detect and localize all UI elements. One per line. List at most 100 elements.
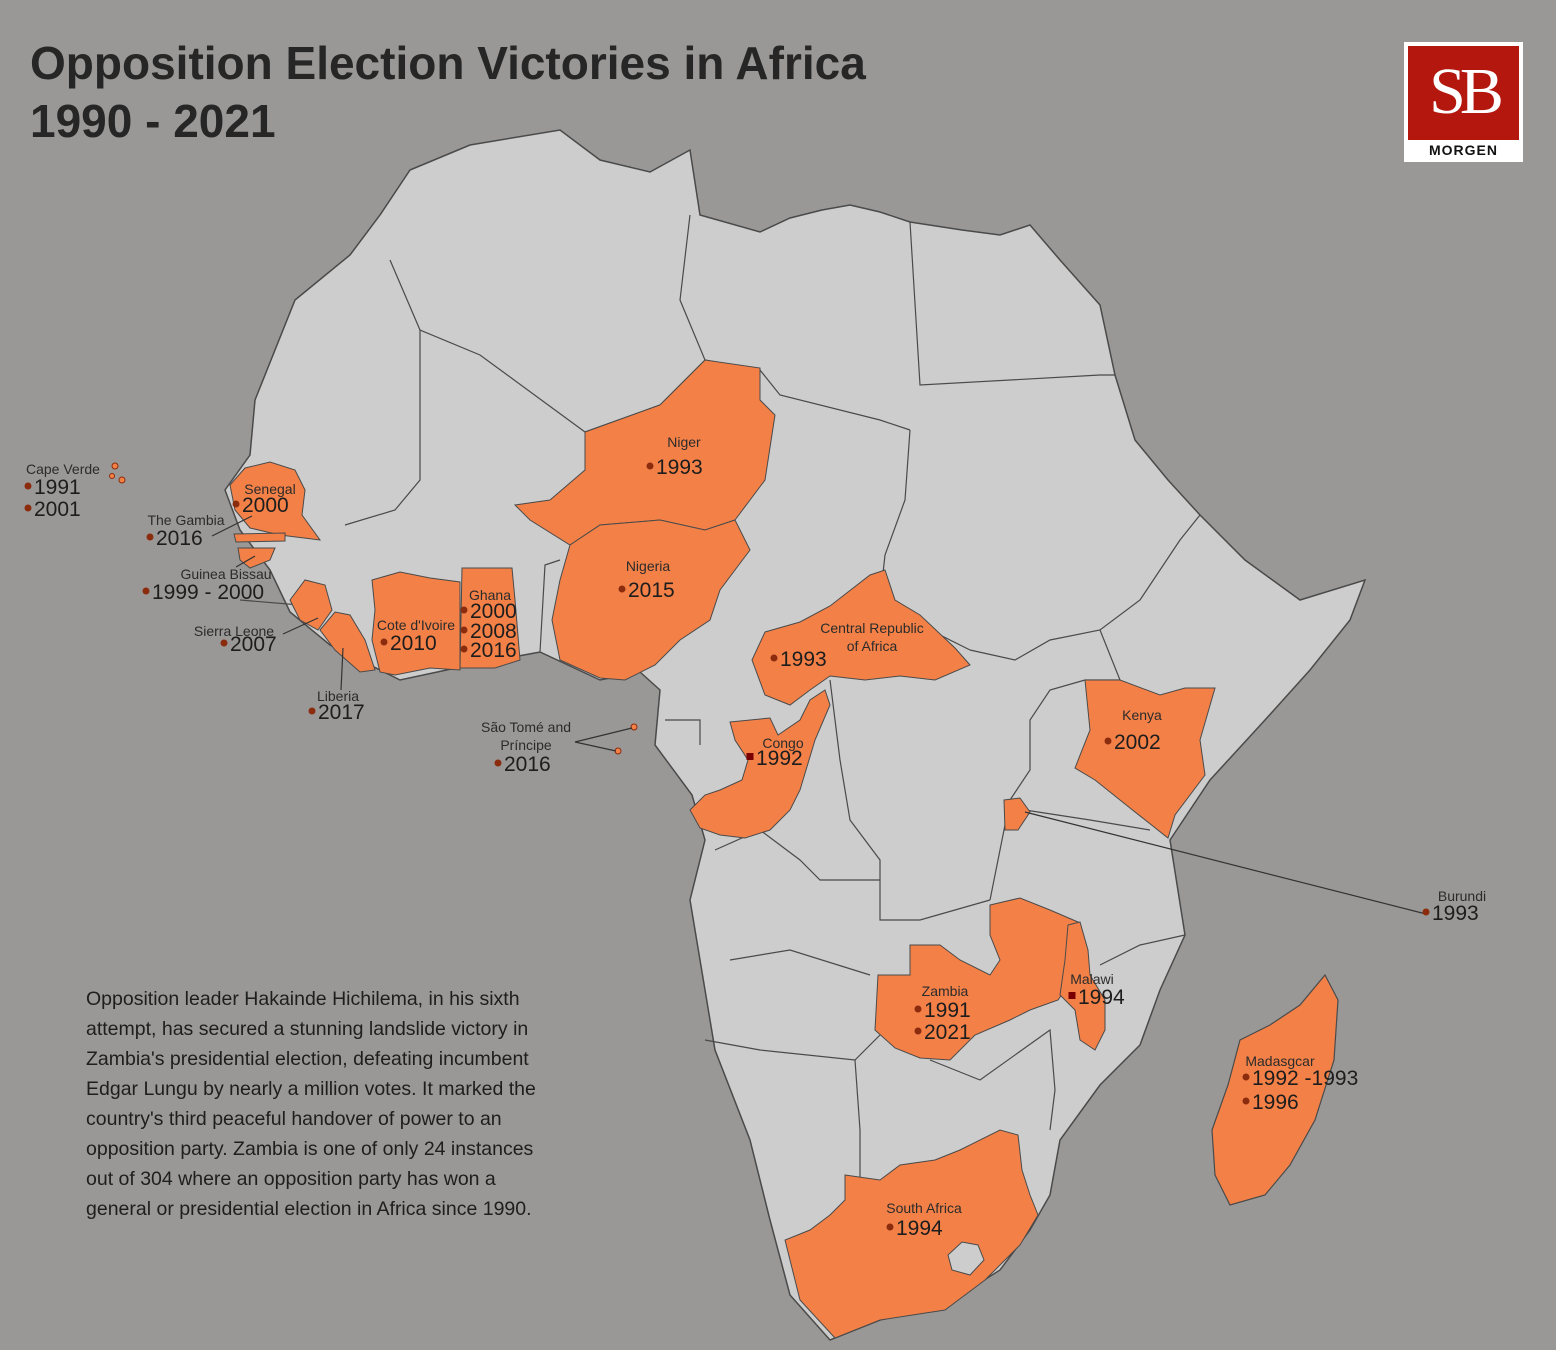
- cape-verde-island: [118, 476, 126, 484]
- marker-dot: [914, 1027, 922, 1035]
- country-name: Liberia: [317, 688, 359, 704]
- election-year: 1994: [896, 1217, 943, 1240]
- marker-dot: [494, 759, 502, 767]
- country-name: Guinea Bissau: [180, 566, 271, 582]
- election-year: 1992: [756, 747, 803, 770]
- leader-lines: [211, 515, 1427, 915]
- marker-dot: [232, 500, 240, 508]
- country-name: Senegal: [244, 481, 295, 497]
- madagascar-landmass: [1211, 973, 1339, 1206]
- logo-red-box: SB: [1408, 46, 1519, 140]
- logo-mark: SB: [1429, 55, 1504, 128]
- country-name: Cape Verde: [26, 461, 100, 477]
- election-year: 2007: [230, 633, 277, 656]
- country-name: Niger: [667, 434, 701, 450]
- marker-dot: [646, 462, 654, 470]
- election-year: 2016: [470, 639, 517, 662]
- election-year: 2016: [156, 527, 203, 550]
- country-name: Cote d'Ivoire: [377, 617, 455, 633]
- country-shape-guinea-bissau: [237, 547, 276, 569]
- election-year: 1996: [1252, 1091, 1299, 1114]
- country-shape-malawi: [1059, 921, 1106, 1051]
- country-shape-kenya: [1074, 679, 1216, 839]
- marker-dot: [1242, 1097, 1250, 1105]
- marker-dot: [914, 1005, 922, 1013]
- election-year: 1992 -1993: [1252, 1067, 1358, 1090]
- election-year: 2002: [1114, 731, 1161, 754]
- country-name: Central Republic: [820, 620, 924, 636]
- country-shape-congo: [689, 689, 831, 839]
- annotation-text: Opposition leader Hakainde Hichilema, in…: [86, 988, 536, 1220]
- country-name: Nigeria: [626, 558, 671, 574]
- election-year: 2010: [390, 632, 437, 655]
- country-name: Madasgcar: [1245, 1053, 1315, 1069]
- country-label-car: Central Republic of Africa 1993: [770, 620, 924, 671]
- marker-dot: [460, 626, 468, 634]
- country-shape-liberia: [319, 611, 376, 673]
- logo-text: MORGEN: [1429, 142, 1498, 158]
- marker-dot: [746, 753, 754, 760]
- cape-verde-island: [111, 462, 119, 470]
- election-year: 2000: [242, 494, 289, 517]
- election-year: 2021: [924, 1021, 971, 1044]
- cape-verde-island: [109, 473, 115, 479]
- country-shape-ghana: [459, 567, 521, 669]
- highlighted-countries: [229, 359, 1216, 1339]
- map-title: Opposition Election Victories in Africa …: [30, 34, 866, 150]
- marker-dot: [1068, 992, 1076, 999]
- election-year: 1993: [780, 648, 827, 671]
- marker-dot: [308, 707, 316, 715]
- election-year: 2016: [504, 753, 551, 776]
- marker-dot: [24, 482, 32, 490]
- country-name: The Gambia: [147, 512, 224, 528]
- country-name: South Africa: [886, 1200, 962, 1216]
- country-shape-burundi: [1003, 797, 1031, 831]
- country-shape-sierra-leone: [289, 579, 333, 631]
- sao-tome-island: [630, 723, 638, 731]
- marker-dot: [24, 504, 32, 512]
- country-name: Ghana: [469, 587, 511, 603]
- country-shape-cote-divoire: [371, 571, 461, 676]
- election-year: 2001: [34, 498, 81, 521]
- country-name: Sierra Leone: [194, 623, 274, 639]
- country-name: of Africa: [847, 638, 898, 654]
- marker-dot: [1422, 908, 1430, 916]
- election-year: 2000: [470, 600, 517, 623]
- country-shape-gambia: [233, 532, 286, 543]
- country-label-kenya: Kenya 2002: [1104, 707, 1162, 754]
- election-year: 1993: [1432, 902, 1479, 925]
- marker-dot: [460, 606, 468, 614]
- country-label-nigeria: Nigeria 2015: [618, 558, 675, 602]
- title-line-2: 1990 - 2021: [30, 95, 276, 147]
- election-year: 1991: [34, 476, 81, 499]
- sb-morgen-logo: SB MORGEN: [1404, 42, 1523, 162]
- election-year: 1993: [656, 456, 703, 479]
- election-year: 1994: [1078, 986, 1125, 1009]
- country-label-niger: Niger 1993: [646, 434, 703, 479]
- marker-dot: [380, 638, 388, 646]
- marker-dot: [618, 585, 626, 593]
- country-name: São Tomé and: [481, 719, 571, 735]
- country-name: Malawi: [1070, 971, 1114, 987]
- islands: [109, 462, 638, 755]
- country-shape-south-africa: [784, 1129, 1039, 1339]
- country-shape-car: [751, 569, 971, 706]
- marker-dot: [460, 645, 468, 653]
- country-name: Congo: [762, 735, 803, 751]
- title-line-1: Opposition Election Victories in Africa: [30, 37, 866, 89]
- election-year: 2008: [470, 620, 517, 643]
- country-name: Burundi: [1438, 888, 1486, 904]
- election-year: 1991: [924, 999, 971, 1022]
